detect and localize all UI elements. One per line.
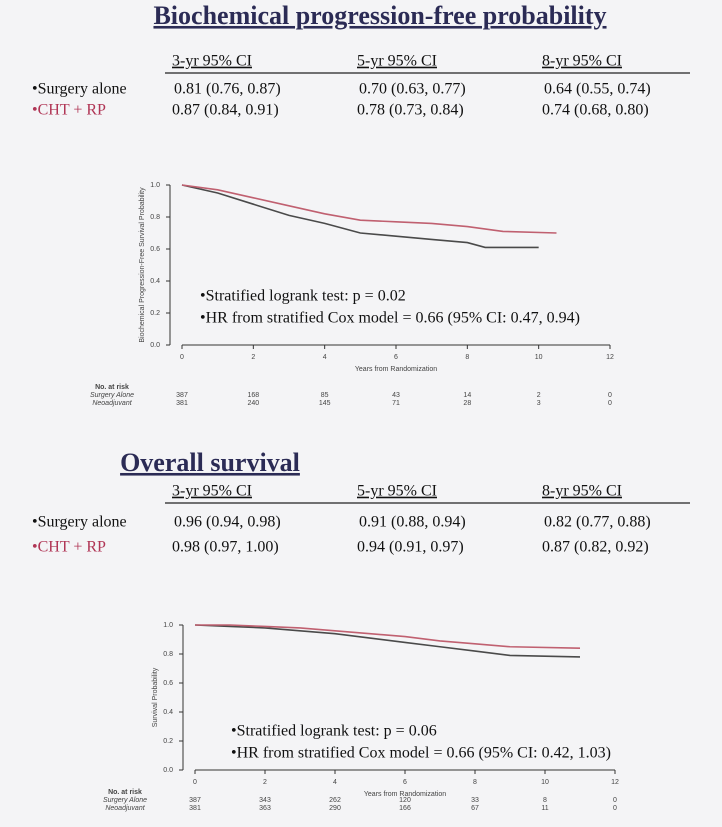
- table-cell: 0.87 (0.84, 0.91): [172, 102, 279, 119]
- at-risk-label: Surgery Alone: [90, 392, 134, 399]
- x-tick-label: 2: [251, 354, 255, 361]
- table-cell: 0.78 (0.73, 0.84): [357, 102, 464, 119]
- table-cell: 0.98 (0.97, 1.00): [172, 539, 279, 556]
- at-risk-count: 363: [259, 805, 271, 812]
- y-tick-label: 0.2: [150, 310, 160, 317]
- x-tick-label: 4: [333, 779, 337, 786]
- y-tick-label: 0.0: [163, 767, 173, 774]
- x-tick-label: 8: [473, 779, 477, 786]
- annotation: •HR from stratified Cox model = 0.66 (95…: [231, 745, 611, 762]
- section-title: Biochemical progression-free probability: [153, 1, 606, 30]
- at-risk-count: 387: [189, 797, 201, 804]
- table-cell: 0.81 (0.76, 0.87): [174, 81, 281, 98]
- survival-curve: [195, 624, 581, 649]
- at-risk-count: 343: [259, 797, 271, 804]
- survival-curve: [181, 184, 557, 234]
- at-risk-count: 381: [176, 400, 188, 407]
- y-tick-label: 1.0: [163, 622, 173, 629]
- x-tick-label: 10: [541, 779, 549, 786]
- x-axis-label: Years from Randomization: [355, 366, 437, 373]
- x-tick-label: 8: [465, 354, 469, 361]
- at-risk-count: 67: [471, 805, 479, 812]
- table-cell: 0.82 (0.77, 0.88): [544, 514, 651, 531]
- x-tick-label: 0: [180, 354, 184, 361]
- y-axis-label: Biochemical Progression-Free Survival Pr…: [139, 187, 146, 343]
- y-tick-label: 0.8: [150, 214, 160, 221]
- y-tick-label: 1.0: [150, 182, 160, 189]
- x-tick-label: 2: [263, 779, 267, 786]
- annotation: •Stratified logrank test: p = 0.06: [231, 723, 437, 740]
- at-risk-count: 145: [319, 400, 331, 407]
- at-risk-count: 43: [392, 392, 400, 399]
- y-tick-label: 0.6: [150, 246, 160, 253]
- section-title: Overall survival: [120, 448, 300, 477]
- table-header: 5-yr 95% CI: [357, 53, 437, 70]
- at-risk-count: 0: [608, 392, 612, 399]
- annotation: •Stratified logrank test: p = 0.02: [200, 288, 406, 305]
- at-risk-count: 168: [247, 392, 259, 399]
- x-tick-label: 10: [535, 354, 543, 361]
- at-risk-count: 28: [463, 400, 471, 407]
- at-risk-title: No. at risk: [95, 384, 129, 391]
- table-cell: 0.94 (0.91, 0.97): [357, 539, 464, 556]
- survival-curve: [181, 184, 539, 249]
- y-axis-label: Survival Probability: [152, 667, 159, 727]
- at-risk-count: 11: [541, 805, 548, 812]
- at-risk-label: Neoadjuvant: [105, 805, 145, 812]
- y-tick-label: 0.4: [150, 278, 160, 285]
- table-cell: 0.87 (0.82, 0.92): [542, 539, 649, 556]
- at-risk-count: 166: [399, 805, 411, 812]
- y-tick-label: 0.0: [150, 342, 160, 349]
- at-risk-count: 71: [392, 400, 400, 407]
- y-tick-label: 0.4: [163, 709, 173, 716]
- table-header: 8-yr 95% CI: [542, 53, 622, 70]
- at-risk-count: 33: [471, 797, 479, 804]
- at-risk-count: 120: [399, 797, 411, 804]
- y-tick-label: 0.6: [163, 680, 173, 687]
- at-risk-count: 381: [189, 805, 201, 812]
- at-risk-label: Neoadjuvant: [92, 400, 132, 407]
- x-tick-label: 12: [611, 779, 619, 786]
- x-axis-label: Years from Randomization: [364, 791, 446, 798]
- table-header: 3-yr 95% CI: [172, 483, 252, 500]
- table-cell: 0.96 (0.94, 0.98): [174, 514, 281, 531]
- survival-curve: [194, 624, 581, 658]
- table-cell: 0.74 (0.68, 0.80): [542, 102, 649, 119]
- y-tick-label: 0.8: [163, 651, 173, 658]
- x-tick-label: 4: [323, 354, 327, 361]
- at-risk-count: 3: [537, 400, 541, 407]
- table-header: 8-yr 95% CI: [542, 483, 622, 500]
- at-risk-count: 0: [613, 797, 617, 804]
- table-header: 5-yr 95% CI: [357, 483, 437, 500]
- x-tick-label: 0: [193, 779, 197, 786]
- x-tick-label: 6: [403, 779, 407, 786]
- at-risk-title: No. at risk: [108, 789, 142, 796]
- x-tick-label: 12: [606, 354, 614, 361]
- at-risk-count: 262: [329, 797, 341, 804]
- table-header: 3-yr 95% CI: [172, 53, 252, 70]
- row-label: •CHT + RP: [32, 102, 106, 119]
- at-risk-count: 2: [537, 392, 541, 399]
- at-risk-count: 0: [613, 805, 617, 812]
- at-risk-count: 240: [247, 400, 259, 407]
- x-tick-label: 6: [394, 354, 398, 361]
- table-cell: 0.64 (0.55, 0.74): [544, 81, 651, 98]
- at-risk-count: 14: [463, 392, 471, 399]
- at-risk-count: 0: [608, 400, 612, 407]
- at-risk-label: Surgery Alone: [103, 797, 147, 804]
- at-risk-count: 85: [321, 392, 329, 399]
- at-risk-count: 387: [176, 392, 188, 399]
- y-tick-label: 0.2: [163, 738, 173, 745]
- table-cell: 0.91 (0.88, 0.94): [359, 514, 466, 531]
- row-label: •CHT + RP: [32, 539, 106, 556]
- row-label: •Surgery alone: [32, 514, 127, 531]
- row-label: •Surgery alone: [32, 81, 127, 98]
- at-risk-count: 290: [329, 805, 341, 812]
- at-risk-count: 8: [543, 797, 547, 804]
- annotation: •HR from stratified Cox model = 0.66 (95…: [200, 310, 580, 327]
- table-cell: 0.70 (0.63, 0.77): [359, 81, 466, 98]
